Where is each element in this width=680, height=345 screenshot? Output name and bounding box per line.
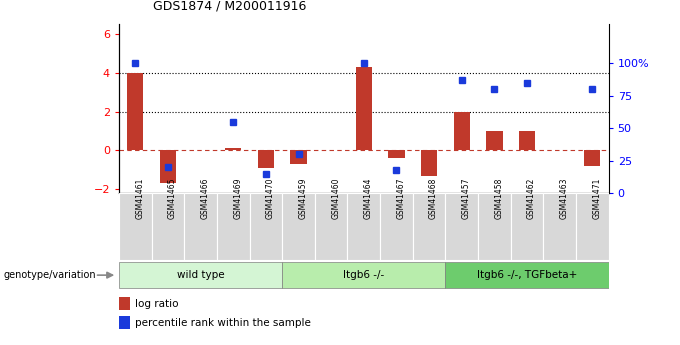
Bar [388, 150, 405, 158]
FancyBboxPatch shape [380, 193, 413, 260]
FancyBboxPatch shape [445, 262, 609, 288]
Text: GSM41466: GSM41466 [201, 178, 209, 219]
Text: GSM41462: GSM41462 [527, 178, 536, 219]
FancyBboxPatch shape [315, 193, 347, 260]
Bar [486, 131, 503, 150]
Text: GSM41461: GSM41461 [135, 178, 144, 219]
Text: GSM41471: GSM41471 [592, 178, 601, 219]
Text: GSM41465: GSM41465 [168, 178, 177, 219]
Text: Itgb6 -/-: Itgb6 -/- [343, 270, 384, 280]
Text: Itgb6 -/-, TGFbeta+: Itgb6 -/-, TGFbeta+ [477, 270, 577, 280]
Bar [290, 150, 307, 164]
Text: GSM41457: GSM41457 [462, 178, 471, 219]
Text: GSM41470: GSM41470 [266, 178, 275, 219]
Text: GSM41458: GSM41458 [494, 178, 503, 219]
Text: log ratio: log ratio [135, 299, 178, 309]
FancyBboxPatch shape [217, 193, 250, 260]
Text: GSM41464: GSM41464 [364, 178, 373, 219]
FancyBboxPatch shape [543, 193, 576, 260]
Text: wild type: wild type [177, 270, 224, 280]
Text: GSM41460: GSM41460 [331, 178, 340, 219]
FancyBboxPatch shape [184, 193, 217, 260]
FancyBboxPatch shape [119, 262, 282, 288]
FancyBboxPatch shape [282, 262, 445, 288]
Text: GDS1874 / M200011916: GDS1874 / M200011916 [153, 0, 307, 12]
FancyBboxPatch shape [250, 193, 282, 260]
FancyBboxPatch shape [152, 193, 184, 260]
Bar [519, 131, 535, 150]
FancyBboxPatch shape [511, 193, 543, 260]
FancyBboxPatch shape [445, 193, 478, 260]
FancyBboxPatch shape [347, 193, 380, 260]
Bar [454, 111, 470, 150]
Bar [127, 73, 143, 150]
Text: GSM41467: GSM41467 [396, 178, 405, 219]
Bar [421, 150, 437, 176]
Text: GSM41468: GSM41468 [429, 178, 438, 219]
Bar [119, 316, 130, 329]
Text: percentile rank within the sample: percentile rank within the sample [135, 318, 311, 328]
FancyBboxPatch shape [282, 193, 315, 260]
Bar [258, 150, 274, 168]
Text: genotype/variation: genotype/variation [3, 270, 96, 280]
FancyBboxPatch shape [119, 193, 152, 260]
Bar [356, 67, 372, 150]
Bar [119, 297, 130, 310]
FancyBboxPatch shape [576, 193, 609, 260]
Bar [225, 148, 241, 150]
Text: GSM41469: GSM41469 [233, 178, 242, 219]
FancyBboxPatch shape [413, 193, 445, 260]
Bar [160, 150, 176, 184]
Text: GSM41459: GSM41459 [299, 178, 307, 219]
Text: GSM41463: GSM41463 [560, 178, 568, 219]
FancyBboxPatch shape [478, 193, 511, 260]
Bar [584, 150, 600, 166]
